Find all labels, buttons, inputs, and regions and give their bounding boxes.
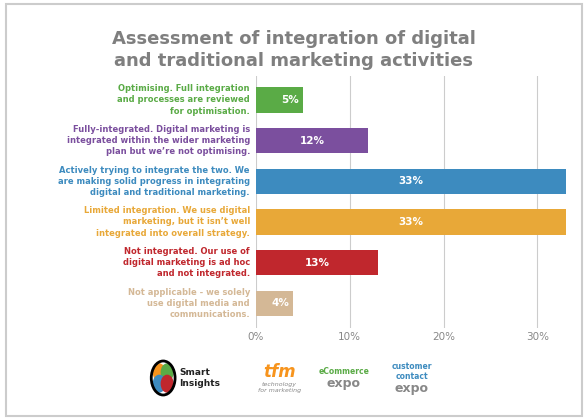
Circle shape (153, 375, 165, 392)
Circle shape (161, 375, 173, 392)
Text: Smart
Insights: Smart Insights (179, 368, 220, 388)
Text: Limited integration. We use digital
marketing, but it isn’t well
integrated into: Limited integration. We use digital mark… (83, 206, 250, 238)
Text: Assessment of integration of digital
and traditional marketing activities: Assessment of integration of digital and… (112, 30, 476, 71)
Bar (256, 291, 293, 316)
Text: 5%: 5% (281, 95, 299, 105)
Text: 33%: 33% (398, 176, 423, 186)
Bar (256, 209, 566, 234)
Text: Not integrated. Our use of
digital marketing is ad hoc
and not integrated.: Not integrated. Our use of digital marke… (123, 247, 250, 278)
Text: Fully-integrated. Digital marketing is
integrated within the wider marketing
pla: Fully-integrated. Digital marketing is i… (66, 125, 250, 156)
Text: 13%: 13% (305, 257, 329, 268)
Text: Optimising. Full integration
and processes are reviewed
for optimisation.: Optimising. Full integration and process… (117, 84, 250, 116)
Bar (256, 169, 566, 194)
Text: technology
for marketing: technology for marketing (258, 382, 301, 393)
Text: expo: expo (327, 377, 361, 389)
Text: eCommerce: eCommerce (319, 367, 369, 376)
Bar (256, 87, 303, 113)
Bar (256, 128, 369, 153)
Text: 4%: 4% (272, 298, 289, 308)
Text: 33%: 33% (398, 217, 423, 227)
Text: 12%: 12% (300, 136, 325, 146)
Text: Actively trying to integrate the two. We
are making solid progress in integratin: Actively trying to integrate the two. We… (58, 165, 250, 197)
Text: customer
contact: customer contact (392, 362, 432, 381)
Text: Not applicable - we solely
use digital media and
communications.: Not applicable - we solely use digital m… (128, 288, 250, 319)
Bar (256, 250, 378, 275)
Circle shape (161, 364, 173, 381)
Text: tfm: tfm (263, 363, 296, 381)
Circle shape (153, 364, 165, 381)
Text: expo: expo (395, 382, 429, 395)
